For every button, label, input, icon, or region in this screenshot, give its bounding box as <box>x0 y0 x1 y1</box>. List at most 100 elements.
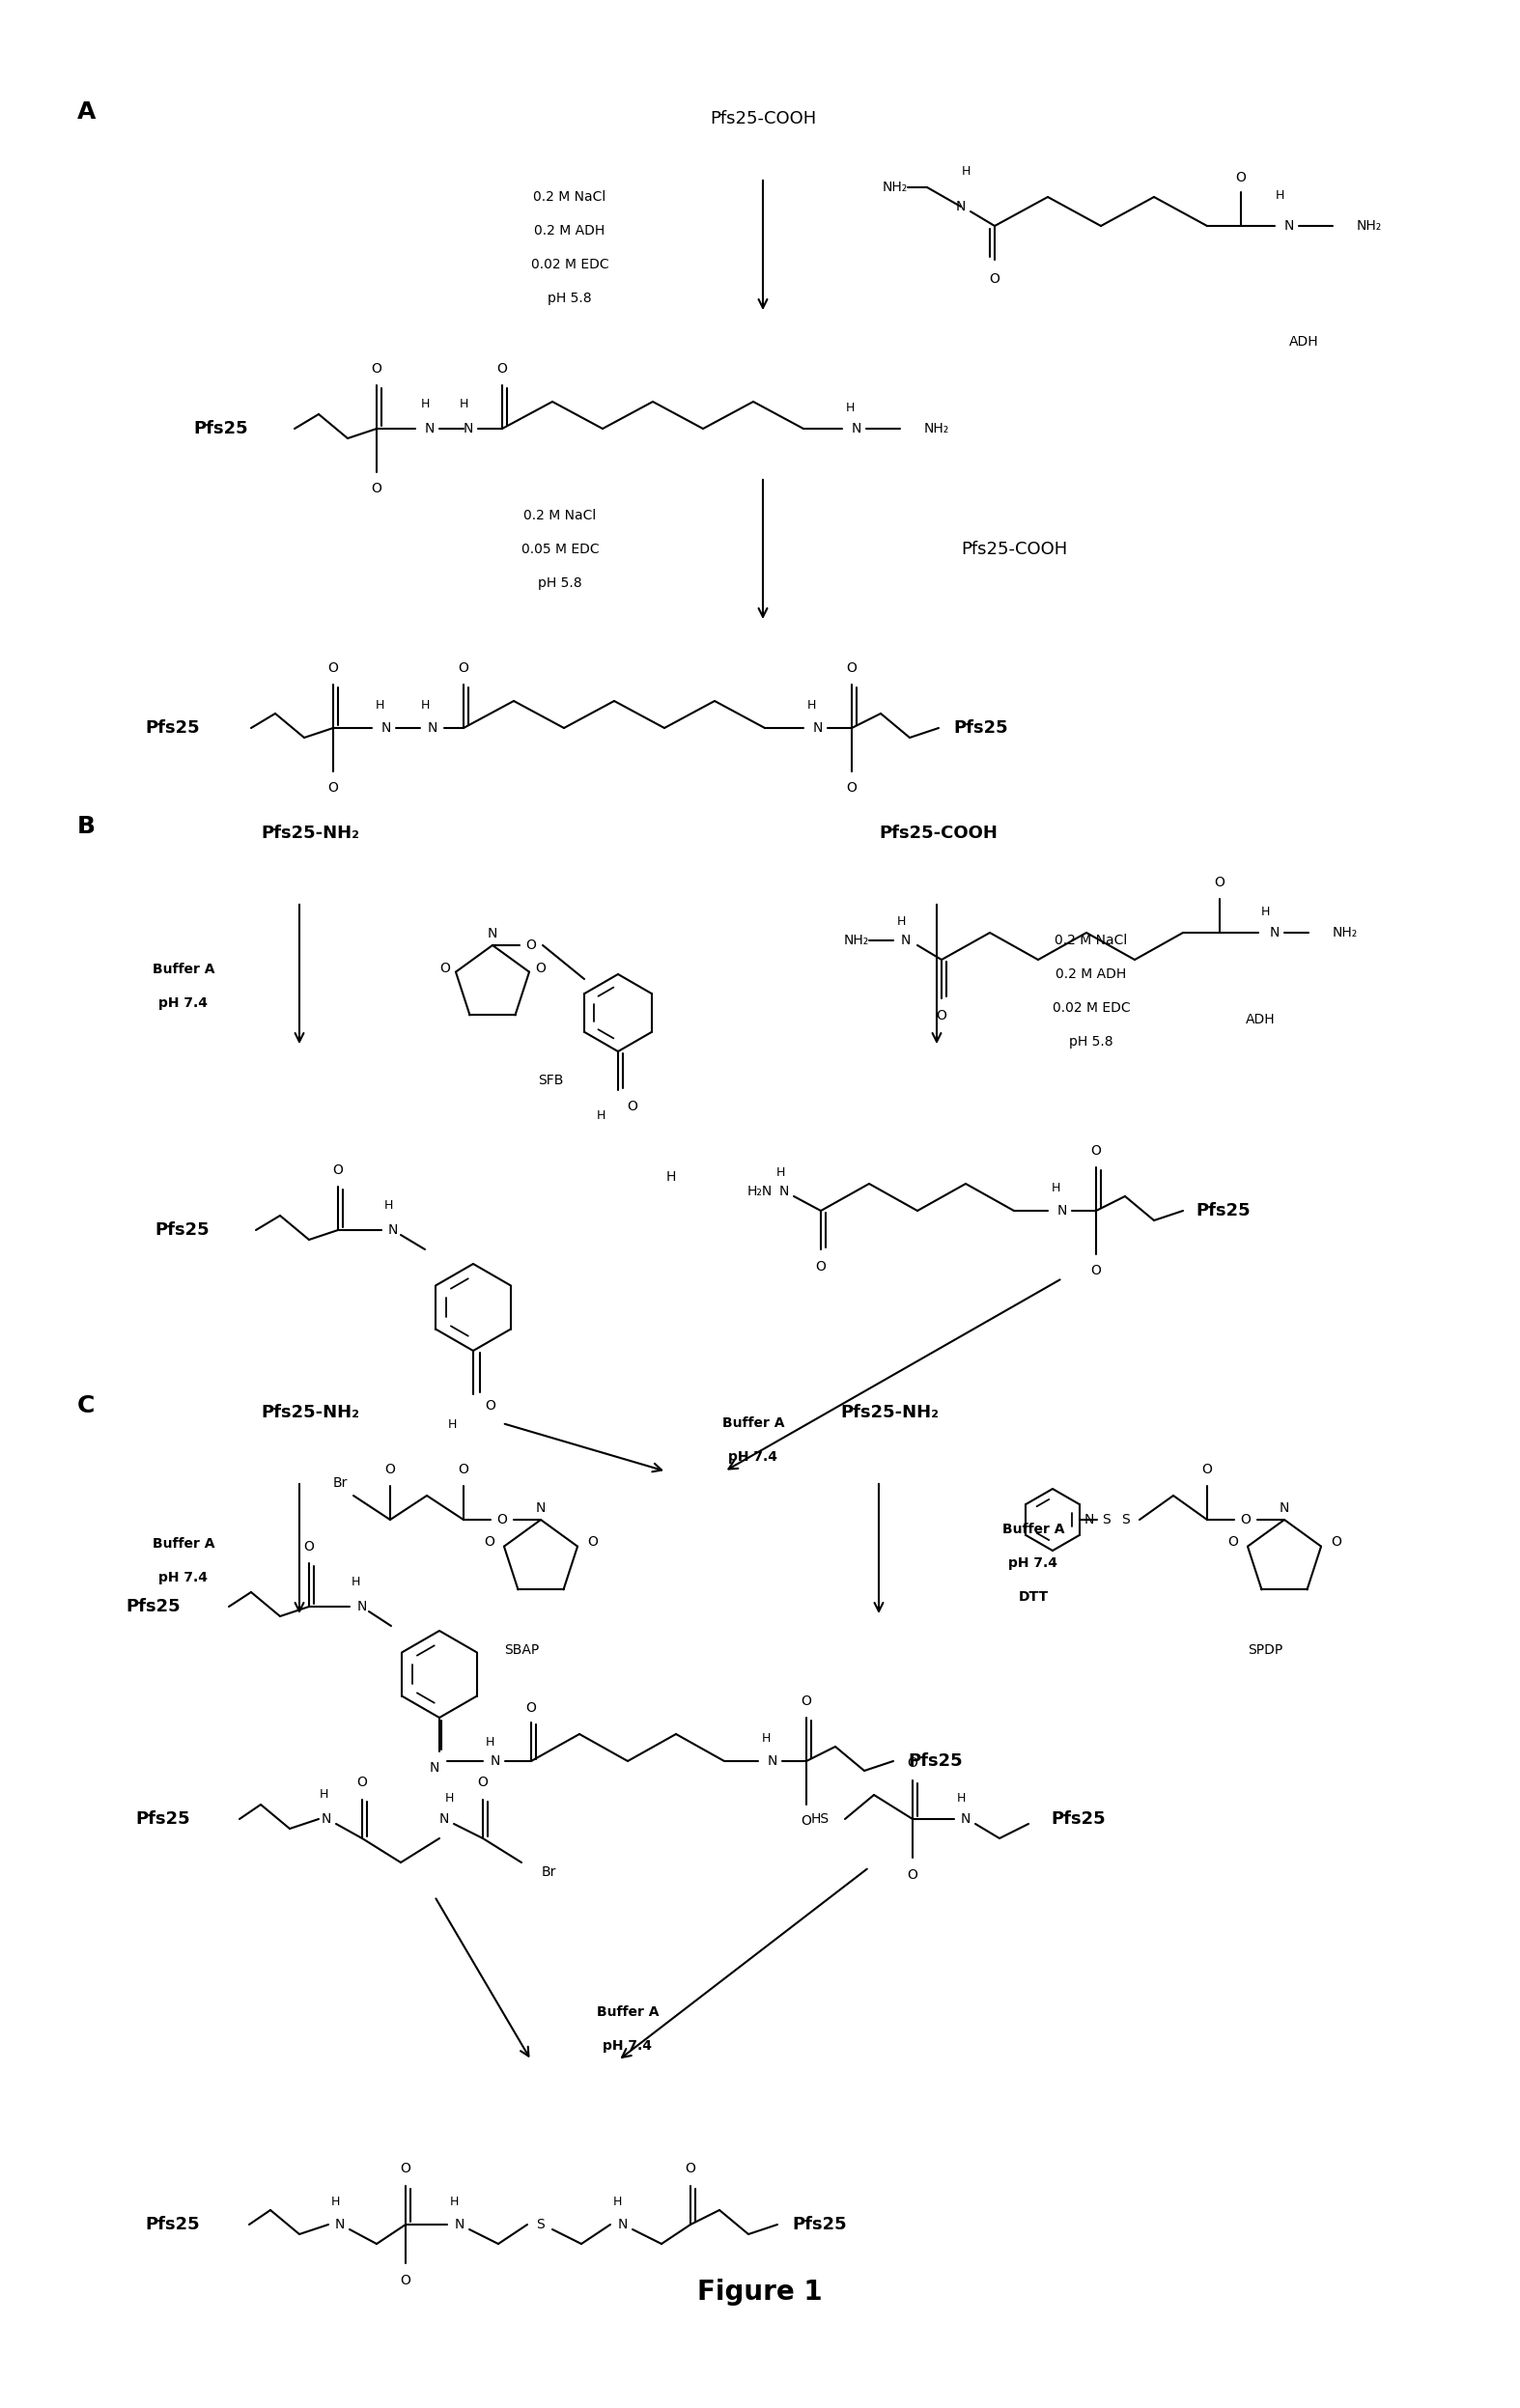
Text: H: H <box>1260 905 1269 917</box>
Text: N: N <box>813 722 822 734</box>
Text: H: H <box>319 1789 328 1801</box>
Text: A: A <box>78 101 96 123</box>
Text: O: O <box>907 1869 918 1881</box>
Text: H: H <box>383 1199 392 1211</box>
Text: O: O <box>1228 1534 1239 1548</box>
Text: Pfs25-NH₂: Pfs25-NH₂ <box>261 824 359 843</box>
Text: N: N <box>464 421 473 436</box>
Text: H: H <box>444 1792 453 1804</box>
Text: N: N <box>439 1813 450 1825</box>
Text: H: H <box>961 166 970 178</box>
Text: pH 7.4: pH 7.4 <box>603 2040 652 2052</box>
Text: S: S <box>1122 1512 1131 1527</box>
Text: Pfs25: Pfs25 <box>907 1753 962 1770</box>
Text: 0.2 M NaCl: 0.2 M NaCl <box>524 508 596 523</box>
Text: O: O <box>459 662 468 674</box>
Text: Pfs25: Pfs25 <box>126 1599 181 1616</box>
Text: O: O <box>477 1775 488 1789</box>
Text: NH₂: NH₂ <box>1357 219 1382 234</box>
Text: H: H <box>351 1577 360 1589</box>
Text: O: O <box>328 780 339 795</box>
Text: O: O <box>801 1695 812 1707</box>
Text: S: S <box>1102 1512 1111 1527</box>
Text: Figure 1: Figure 1 <box>698 2278 822 2304</box>
Text: pH 7.4: pH 7.4 <box>728 1450 778 1464</box>
Text: H: H <box>1050 1182 1059 1194</box>
Text: Pfs25: Pfs25 <box>155 1221 210 1238</box>
Text: N: N <box>1084 1512 1094 1527</box>
Text: N: N <box>901 934 910 946</box>
Text: Pfs25: Pfs25 <box>144 720 199 737</box>
Text: O: O <box>483 1534 494 1548</box>
Text: Pfs25-COOH: Pfs25-COOH <box>710 111 816 128</box>
Text: B: B <box>78 814 96 838</box>
Text: 0.2 M ADH: 0.2 M ADH <box>535 224 605 238</box>
Text: N: N <box>780 1185 789 1199</box>
Text: N: N <box>956 200 965 214</box>
Text: O: O <box>304 1541 315 1553</box>
Text: NH₂: NH₂ <box>924 421 950 436</box>
Text: 0.2 M NaCl: 0.2 M NaCl <box>534 190 606 205</box>
Text: H: H <box>845 402 854 414</box>
Text: N: N <box>321 1813 331 1825</box>
Text: Pfs25: Pfs25 <box>144 2215 199 2232</box>
Text: N: N <box>768 1755 778 1767</box>
Text: Pfs25-NH₂: Pfs25-NH₂ <box>261 1404 359 1421</box>
Text: H: H <box>447 1418 456 1430</box>
Text: Pfs25: Pfs25 <box>135 1811 190 1828</box>
Text: O: O <box>1240 1512 1251 1527</box>
Text: Pfs25: Pfs25 <box>1196 1202 1251 1218</box>
Text: N: N <box>535 1500 546 1515</box>
Text: Buffer A: Buffer A <box>722 1416 784 1430</box>
Text: N: N <box>382 722 391 734</box>
Text: N: N <box>357 1599 368 1613</box>
Text: H: H <box>450 2196 459 2208</box>
Text: 0.2 M NaCl: 0.2 M NaCl <box>1055 934 1128 946</box>
Text: N: N <box>961 1813 971 1825</box>
Text: O: O <box>907 1755 918 1770</box>
Text: O: O <box>686 2162 696 2174</box>
Text: O: O <box>1214 877 1225 889</box>
Text: Pfs25: Pfs25 <box>792 2215 847 2232</box>
Text: O: O <box>1330 1534 1341 1548</box>
Text: H: H <box>897 915 906 927</box>
Text: H: H <box>807 698 816 713</box>
Text: O: O <box>628 1100 638 1112</box>
Text: O: O <box>847 662 857 674</box>
Text: O: O <box>400 2162 410 2174</box>
Text: Br: Br <box>333 1476 348 1491</box>
Text: Pfs25: Pfs25 <box>953 720 1008 737</box>
Text: Pfs25-COOH: Pfs25-COOH <box>961 542 1067 559</box>
Text: Buffer A: Buffer A <box>596 2006 658 2018</box>
Text: H: H <box>485 1736 494 1748</box>
Text: O: O <box>497 361 508 376</box>
Text: O: O <box>535 961 546 975</box>
Text: N: N <box>427 722 438 734</box>
Text: H: H <box>1275 190 1284 202</box>
Text: O: O <box>1236 171 1246 185</box>
Text: SPDP: SPDP <box>1248 1642 1283 1657</box>
Text: O: O <box>328 662 339 674</box>
Text: O: O <box>439 961 450 975</box>
Text: O: O <box>1202 1462 1213 1476</box>
Text: H: H <box>666 1170 676 1185</box>
Text: O: O <box>400 2273 410 2288</box>
Text: Pfs25: Pfs25 <box>1050 1811 1105 1828</box>
Text: Buffer A: Buffer A <box>152 963 214 975</box>
Text: H₂N: H₂N <box>748 1185 772 1199</box>
Text: Pfs25: Pfs25 <box>193 419 248 438</box>
Text: 0.02 M EDC: 0.02 M EDC <box>530 258 608 272</box>
Text: 0.05 M EDC: 0.05 M EDC <box>521 542 599 556</box>
Text: Buffer A: Buffer A <box>152 1536 214 1551</box>
Text: pH 5.8: pH 5.8 <box>538 576 582 590</box>
Text: ADH: ADH <box>1289 335 1318 349</box>
Text: SBAP: SBAP <box>505 1642 540 1657</box>
Text: NH₂: NH₂ <box>844 934 869 946</box>
Text: N: N <box>617 2218 628 2232</box>
Text: HS: HS <box>812 1813 830 1825</box>
Text: Pfs25-NH₂: Pfs25-NH₂ <box>841 1404 939 1421</box>
Text: pH 7.4: pH 7.4 <box>160 1570 208 1584</box>
Text: O: O <box>587 1534 597 1548</box>
Text: N: N <box>1280 1500 1289 1515</box>
Text: S: S <box>537 2218 546 2232</box>
